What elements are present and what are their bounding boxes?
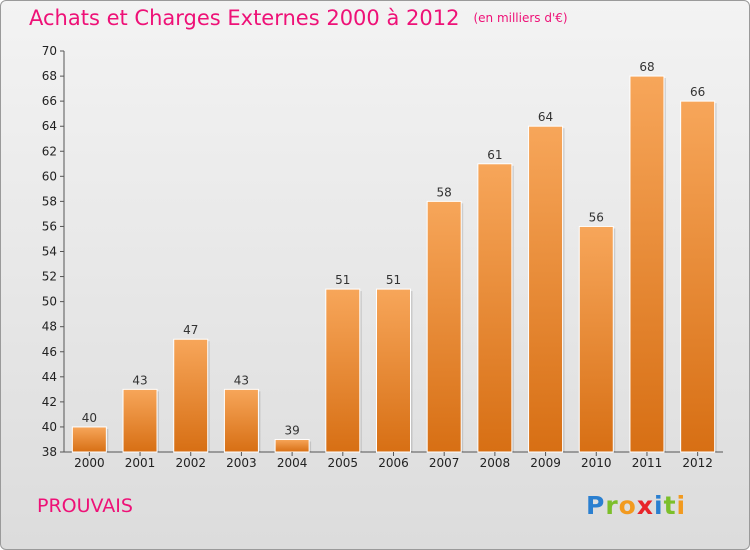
x-tick-label: 2006	[378, 456, 409, 470]
bar	[325, 288, 361, 453]
x-tick-label: 2005	[328, 456, 359, 470]
bar	[477, 163, 513, 453]
bar-value-label: 64	[538, 110, 553, 124]
x-tick-label: 2012	[682, 456, 713, 470]
bar-value-label: 58	[437, 185, 452, 199]
bar	[578, 225, 614, 453]
logo-letter: x	[636, 491, 654, 520]
bar	[376, 288, 411, 453]
bar	[680, 100, 716, 453]
chart-title-text: Achats et Charges Externes 2000 à 2012	[29, 6, 460, 30]
bar	[528, 125, 564, 453]
bar-value-label: 51	[386, 273, 401, 287]
y-tick-label: 68	[42, 69, 57, 83]
y-tick-label: 70	[42, 44, 57, 58]
bar-value-label: 40	[82, 411, 97, 425]
x-tick-label: 2009	[530, 456, 561, 470]
y-tick-label: 60	[42, 169, 57, 183]
bar	[71, 426, 107, 453]
y-tick-label: 66	[42, 94, 57, 108]
y-tick-label: 46	[42, 345, 57, 359]
bar	[122, 388, 158, 453]
chart-title: Achats et Charges Externes 2000 à 2012 (e…	[29, 6, 568, 30]
y-tick-label: 52	[42, 270, 57, 284]
x-tick-label: 2002	[175, 456, 206, 470]
y-tick-label: 38	[42, 445, 57, 459]
x-tick-label: 2008	[480, 456, 511, 470]
logo-letter: P	[586, 491, 606, 520]
logo-letter: i	[654, 491, 664, 520]
x-tick-label: 2010	[581, 456, 612, 470]
bar	[223, 388, 259, 453]
y-tick-label: 50	[42, 295, 57, 309]
x-tick-label: 2007	[429, 456, 460, 470]
x-tick-label: 2003	[226, 456, 257, 470]
bar-value-label: 47	[183, 323, 198, 337]
logo-letter: o	[618, 491, 637, 520]
x-tick-label: 2004	[277, 456, 308, 470]
y-tick-label: 48	[42, 320, 57, 334]
proxiti-logo[interactable]: Proxiti	[586, 491, 686, 520]
commune-name: PROUVAIS	[37, 495, 133, 517]
bar-value-label: 43	[234, 373, 249, 387]
bar	[426, 200, 462, 453]
bar-value-label: 68	[639, 60, 654, 74]
y-tick-label: 62	[42, 144, 57, 158]
logo-letter: t	[663, 491, 677, 520]
bar	[274, 438, 310, 453]
x-tick-label: 2001	[125, 456, 156, 470]
x-tick-label: 2000	[74, 456, 105, 470]
chart-unit: (en milliers d'€)	[473, 11, 568, 25]
bar-value-label: 61	[487, 148, 502, 162]
bar	[173, 338, 209, 453]
logo-letter: r	[605, 491, 619, 520]
y-tick-label: 56	[42, 219, 57, 233]
bar-value-label: 43	[132, 373, 147, 387]
y-tick-label: 40	[42, 420, 57, 434]
y-tick-label: 54	[42, 245, 57, 259]
bar-value-label: 39	[284, 423, 299, 437]
bar	[629, 75, 665, 453]
logo-letter: i	[676, 491, 687, 520]
y-tick-label: 58	[42, 194, 57, 208]
x-tick-label: 2011	[632, 456, 663, 470]
y-tick-label: 44	[42, 370, 57, 384]
y-tick-label: 42	[42, 395, 57, 409]
bar-value-label: 51	[335, 273, 350, 287]
bar-value-label: 56	[589, 210, 604, 224]
y-tick-label: 64	[42, 119, 57, 133]
bar-value-label: 66	[690, 85, 705, 99]
